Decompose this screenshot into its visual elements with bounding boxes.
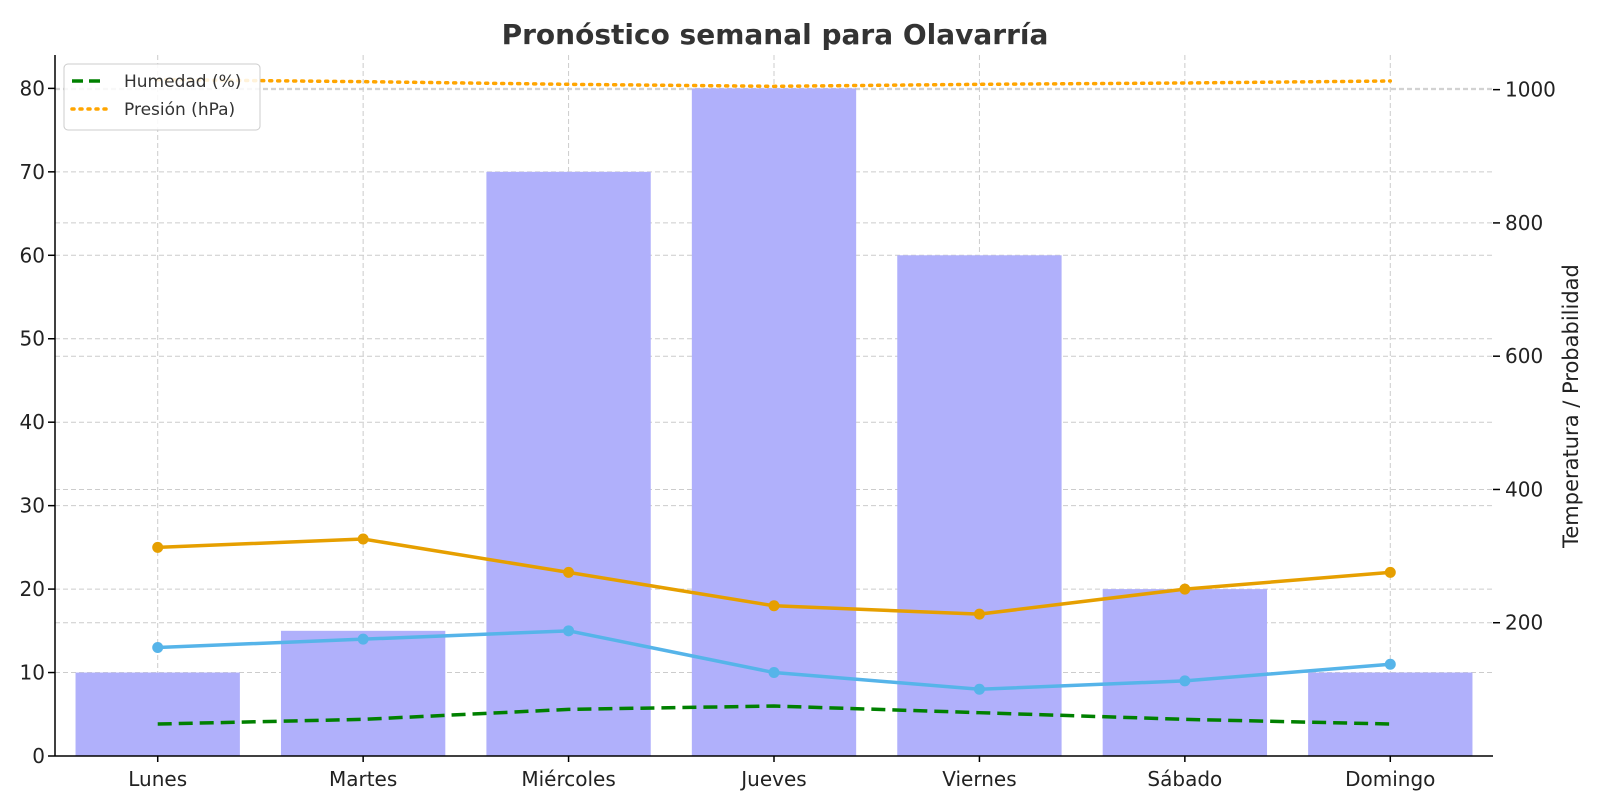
right-tick-label: 800: [1505, 211, 1543, 235]
series-0-point-1: [357, 533, 369, 545]
left-tick-label: 60: [20, 243, 45, 267]
series-0-point-6: [1384, 566, 1396, 578]
left-tick-label: 80: [20, 76, 45, 100]
left-tick-label: 50: [20, 327, 45, 351]
bar-miércoles: [486, 171, 651, 757]
x-tick-label: Lunes: [128, 767, 187, 791]
x-tick-label: Sábado: [1147, 767, 1222, 791]
series-1-point-3: [768, 667, 780, 679]
bar-jueves: [691, 88, 857, 756]
series-line-2: [157, 704, 1391, 726]
bars: [75, 88, 1473, 757]
series-1-point-2: [563, 625, 575, 637]
series-1-point-6: [1384, 658, 1396, 670]
left-tick-label: 70: [20, 160, 45, 184]
right-tick-label: 1000: [1505, 78, 1556, 102]
series-line-3: [155, 77, 1393, 89]
legend: Humedad (%) Presión (hPa): [63, 63, 261, 131]
series-0-point-4: [973, 608, 985, 620]
legend-label-1: Presión (hPa): [124, 100, 235, 120]
bar-domingo: [1308, 672, 1473, 756]
right-tick-label: 400: [1505, 477, 1543, 501]
bar-viernes: [897, 255, 1062, 757]
axes: 0 10 20 30 40 50 60 70 80 200 400 600 800 1000 Lunes Ma…: [20, 55, 1556, 791]
right-axis-label: Temperatura / Probabilidad: [1559, 264, 1583, 549]
x-tick-label: Viernes: [942, 767, 1016, 791]
x-tick-label: Miércoles: [521, 767, 615, 791]
left-tick-label: 40: [20, 410, 45, 434]
legend-label-0: Humedad (%): [124, 72, 241, 92]
x-tick-label: Domingo: [1345, 767, 1435, 791]
left-tick-label: 10: [20, 661, 45, 685]
series-1-point-5: [1179, 675, 1191, 687]
chart-title: Pronóstico semanal para Olavarría: [502, 18, 1049, 51]
x-tick-label: Jueves: [739, 767, 806, 791]
series-1-point-0: [152, 642, 164, 654]
bar-lunes: [75, 672, 240, 756]
series-0-point-5: [1179, 583, 1191, 595]
left-tick-label: 30: [20, 494, 45, 518]
bar-martes: [280, 630, 446, 756]
series-0-point-0: [152, 541, 164, 553]
series-0-point-2: [563, 566, 575, 578]
series-lines: [152, 77, 1396, 726]
series-0-point-3: [768, 600, 780, 612]
left-tick-label: 0: [32, 744, 45, 768]
x-tick-label: Martes: [329, 767, 397, 791]
left-tick-label: 20: [20, 577, 45, 601]
right-tick-label: 600: [1505, 344, 1543, 368]
series-1-point-4: [973, 683, 985, 695]
series-1-point-1: [357, 633, 369, 645]
right-tick-label: 200: [1505, 611, 1543, 635]
bar-sábado: [1102, 589, 1268, 756]
legend-box: [63, 63, 261, 131]
